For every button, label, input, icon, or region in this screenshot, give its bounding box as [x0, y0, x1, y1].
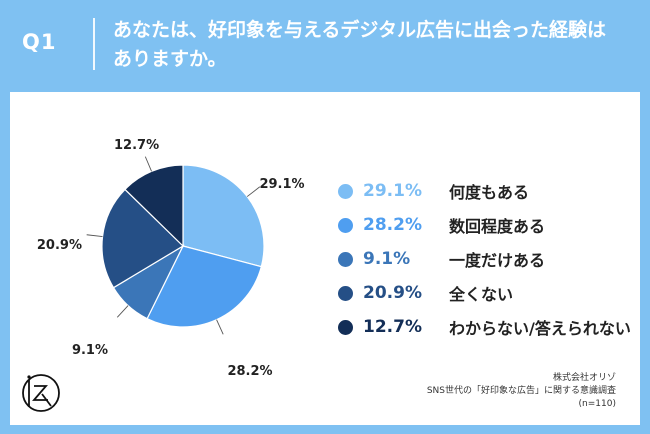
legend-item: 9.1% 一度だけある [338, 242, 638, 276]
legend-percent: 12.7% [363, 317, 422, 337]
legend-percent: 20.9% [363, 283, 422, 303]
legend: 29.1% 何度もある 28.2% 数回程度ある 9.1% 一度だけある 20.9% 全くない… [338, 174, 638, 344]
legend-swatch [338, 251, 353, 267]
header: Q1 あなたは、好印象を与えるデジタル広告に出会った経験は ありますか。 [0, 0, 650, 92]
legend-item: 20.9% 全くない [338, 276, 638, 310]
footer-sample: (n=110) [578, 399, 616, 409]
question-title-line2: ありますか。 [113, 48, 227, 70]
legend-percent: 9.1% [363, 249, 411, 269]
footer-survey: SNS世代の「好印象な広告」に関する意識調査 [426, 386, 616, 396]
footer-company: 株式会社オリゾ [552, 373, 616, 383]
legend-item: 28.2% 数回程度ある [338, 208, 638, 242]
footer: 株式会社オリゾ SNS世代の「好印象な広告」に関する意識調査 (n=110) [356, 372, 616, 411]
slice-value-label: 9.1% [72, 343, 108, 358]
pie-slice [146, 245, 263, 328]
header-divider [93, 18, 95, 70]
question-title-line1: あなたは、好印象を与えるデジタル広告に出会った経験は [113, 19, 607, 41]
question-label: Q1 [22, 30, 57, 54]
question-title: あなたは、好印象を与えるデジタル広告に出会った経験は ありますか。 [113, 16, 633, 74]
legend-label: 数回程度ある [449, 217, 546, 236]
legend-swatch [338, 183, 353, 199]
legend-percent: 29.1% [363, 181, 422, 201]
legend-label: 全くない [449, 285, 514, 304]
slice-leader-line [144, 156, 152, 172]
legend-label: 一度だけある [449, 251, 546, 270]
slice-leader-line [246, 186, 261, 197]
slice-value-label: 12.7% [114, 138, 159, 153]
slice-leader-line [86, 234, 103, 238]
slice-value-label: 29.1% [259, 177, 304, 192]
slice-value-label: 20.9% [37, 238, 82, 253]
legend-item: 12.7% わからない/答えられない [338, 310, 638, 344]
slice-leader-line [116, 305, 129, 318]
legend-percent: 28.2% [363, 215, 422, 235]
legend-label: 何度もある [449, 183, 530, 202]
legend-swatch [338, 217, 353, 233]
legend-swatch [338, 319, 353, 335]
orizo-logo-icon [22, 374, 60, 412]
pie-slice [124, 164, 184, 248]
pie-slice [101, 188, 184, 289]
legend-item: 29.1% 何度もある [338, 174, 638, 208]
pie-chart: 29.1% 28.2% 9.1% 20.9% 12.7% [37, 138, 305, 379]
slice-leader-line [216, 319, 224, 335]
pie-slice [182, 164, 265, 268]
legend-label: わからない/答えられない [449, 319, 631, 338]
slice-value-label: 28.2% [227, 364, 272, 379]
legend-swatch [338, 285, 353, 301]
chart-card: 29.1% 28.2% 9.1% 20.9% 12.7% 29.1% 何度もある 28.2%… [10, 92, 640, 425]
